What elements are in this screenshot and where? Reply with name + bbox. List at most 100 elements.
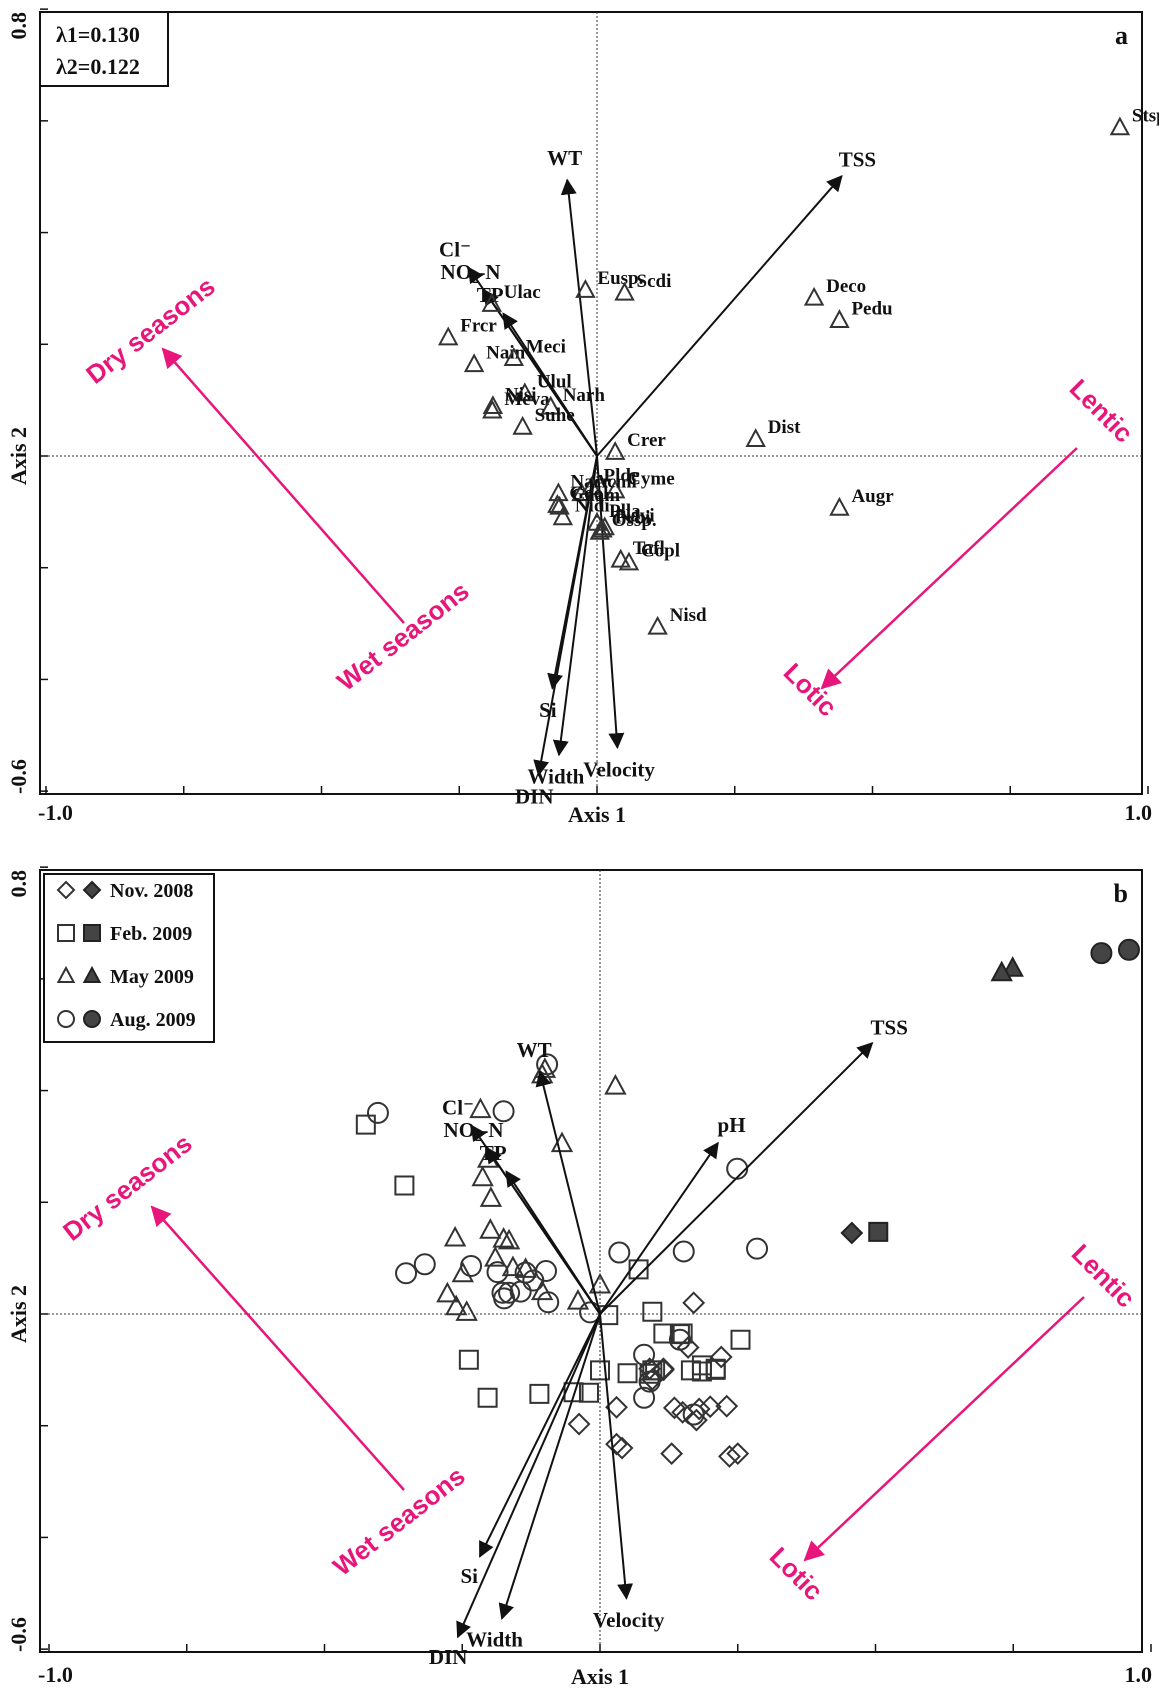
- legend-marker-filled-diamond: [82, 880, 102, 900]
- sample-square-open: [394, 1175, 415, 1196]
- sample-circle-open: [608, 1241, 631, 1264]
- sample-square-open: [691, 1355, 712, 1376]
- env-vector-si: [478, 1313, 601, 1558]
- species-label: Augr: [851, 486, 894, 507]
- sample-triangle-open: [588, 1272, 612, 1294]
- annotation-lotic: Lotic: [778, 657, 843, 722]
- eigenvalue-lambda2: λ2=0.122: [56, 54, 140, 79]
- species-label: Scdi: [637, 271, 672, 292]
- sample-circle-filled: [1117, 938, 1140, 961]
- sample-triangle-filled: [990, 960, 1013, 982]
- species-marker-ulul: [514, 382, 536, 402]
- plot-frame: [39, 869, 1143, 1653]
- sample-diamond-open: [605, 1395, 628, 1419]
- sample-triangle-open: [436, 1281, 459, 1303]
- sample-diamond-open: [715, 1394, 739, 1418]
- panel-b: -1.0 Axis 1 1.0 0.8 -0.6 Axis 2 b Nov. 2…: [6, 866, 1153, 1688]
- sample-triangle-open: [451, 1261, 474, 1283]
- species-label: Stsp.: [1132, 106, 1159, 127]
- env-vector-tss: [596, 174, 843, 457]
- lentic-lotic-arrow: [820, 447, 1078, 690]
- sample-circle-open: [492, 1100, 515, 1123]
- sample-diamond-open: [610, 1436, 634, 1460]
- species-label: Navi: [617, 505, 655, 526]
- sample-circle-open: [537, 1291, 560, 1314]
- annotation-wet-seasons: Wet seasons: [331, 576, 474, 697]
- y-tick-min: -0.6: [6, 759, 31, 794]
- sample-square-open: [680, 1360, 701, 1381]
- species-marker-deco: [803, 286, 825, 306]
- y-tick-max: 0.8: [6, 870, 31, 898]
- eigenvalue-box: [39, 11, 169, 87]
- legend-marker-filled-square: [83, 924, 101, 942]
- legend-label: Aug. 2009: [110, 1009, 196, 1031]
- env-vector-label: TSS: [839, 148, 876, 172]
- species-label: Eusp.: [597, 268, 643, 289]
- species-label: Tafl: [633, 538, 665, 559]
- species-marker-ossp: [589, 520, 610, 540]
- species-label: Nisi: [505, 384, 537, 405]
- sample-triangle-open: [484, 1246, 507, 1267]
- eigenvalue-lambda1: λ1=0.130: [56, 22, 140, 47]
- sample-diamond-open: [567, 1412, 591, 1436]
- species-marker-copl: [618, 551, 640, 571]
- dry-seasons-arrow: [150, 1205, 405, 1491]
- x-tick-min: -1.0: [38, 1662, 73, 1687]
- species-label: Meci: [526, 336, 566, 357]
- sample-circle-open: [522, 1269, 545, 1292]
- species-label: Acmi: [594, 471, 637, 492]
- sample-triangle-open: [497, 1228, 521, 1250]
- species-label: Nain: [486, 342, 526, 363]
- species-marker-ulac: [481, 292, 502, 312]
- panel-letter: a: [1115, 21, 1128, 50]
- species-label: Deco: [826, 276, 866, 297]
- sample-diamond-open: [660, 1442, 684, 1466]
- annotation-dry-seasons: Dry seasons: [80, 271, 220, 390]
- species-marker-frcr: [437, 326, 459, 346]
- species-label: Copl: [641, 541, 680, 562]
- annotation-wet-seasons: Wet seasons: [327, 1461, 470, 1582]
- env-vector-label: DIN: [429, 1645, 468, 1669]
- env-vector-label: Si: [460, 1564, 478, 1588]
- species-marker-meva: [482, 399, 503, 419]
- x-tick-max: 1.0: [1125, 1662, 1153, 1687]
- env-vector-label: WT: [547, 146, 582, 170]
- env-vector-din: [533, 455, 598, 777]
- species-marker-eusp: [575, 279, 596, 298]
- species-marker-nain: [463, 353, 485, 373]
- env-vector-label: Width: [528, 765, 585, 789]
- sample-triangle-open: [469, 1097, 492, 1119]
- env-vector-wt: [535, 1070, 601, 1315]
- env-vector-label: Cl⁻: [439, 238, 471, 262]
- sample-square-open: [578, 1382, 599, 1403]
- panel-letter: b: [1114, 879, 1128, 908]
- legend-marker-open-triangle: [56, 965, 76, 983]
- sample-square-filled: [868, 1221, 889, 1242]
- species-marker-nisi: [482, 395, 504, 415]
- sample-circle-open: [366, 1101, 389, 1124]
- legend-marker-open-square: [57, 924, 75, 942]
- species-label: Plla: [609, 501, 641, 522]
- sample-circle-open: [460, 1254, 483, 1277]
- env-vector-wt: [560, 178, 598, 457]
- species-label: Frcr: [460, 316, 497, 337]
- species-marker-plde: [581, 476, 602, 496]
- sample-circle-open: [535, 1259, 558, 1282]
- species-marker-dist: [745, 428, 766, 447]
- sample-square-open: [458, 1349, 479, 1370]
- x-tick-max: 1.0: [1125, 800, 1153, 825]
- species-label: Ossp.: [612, 510, 657, 531]
- panel-a: -1.0 Axis 1 1.0 0.8 -0.6 Axis 2 λ1=0.130…: [6, 8, 1159, 827]
- sample-circle-open: [682, 1403, 705, 1426]
- species-marker-stsp: [1109, 116, 1131, 136]
- env-vector-label: TP: [480, 1141, 507, 1165]
- sample-triangle-open: [445, 1294, 468, 1316]
- sample-circle-open: [395, 1262, 418, 1285]
- x-axis-label: Axis 1: [571, 1664, 629, 1688]
- axis-ticks: [40, 866, 1152, 1652]
- x-tick-min: -1.0: [38, 800, 73, 825]
- sample-triangle-open: [514, 1257, 537, 1278]
- sample-triangle-open: [604, 1074, 627, 1095]
